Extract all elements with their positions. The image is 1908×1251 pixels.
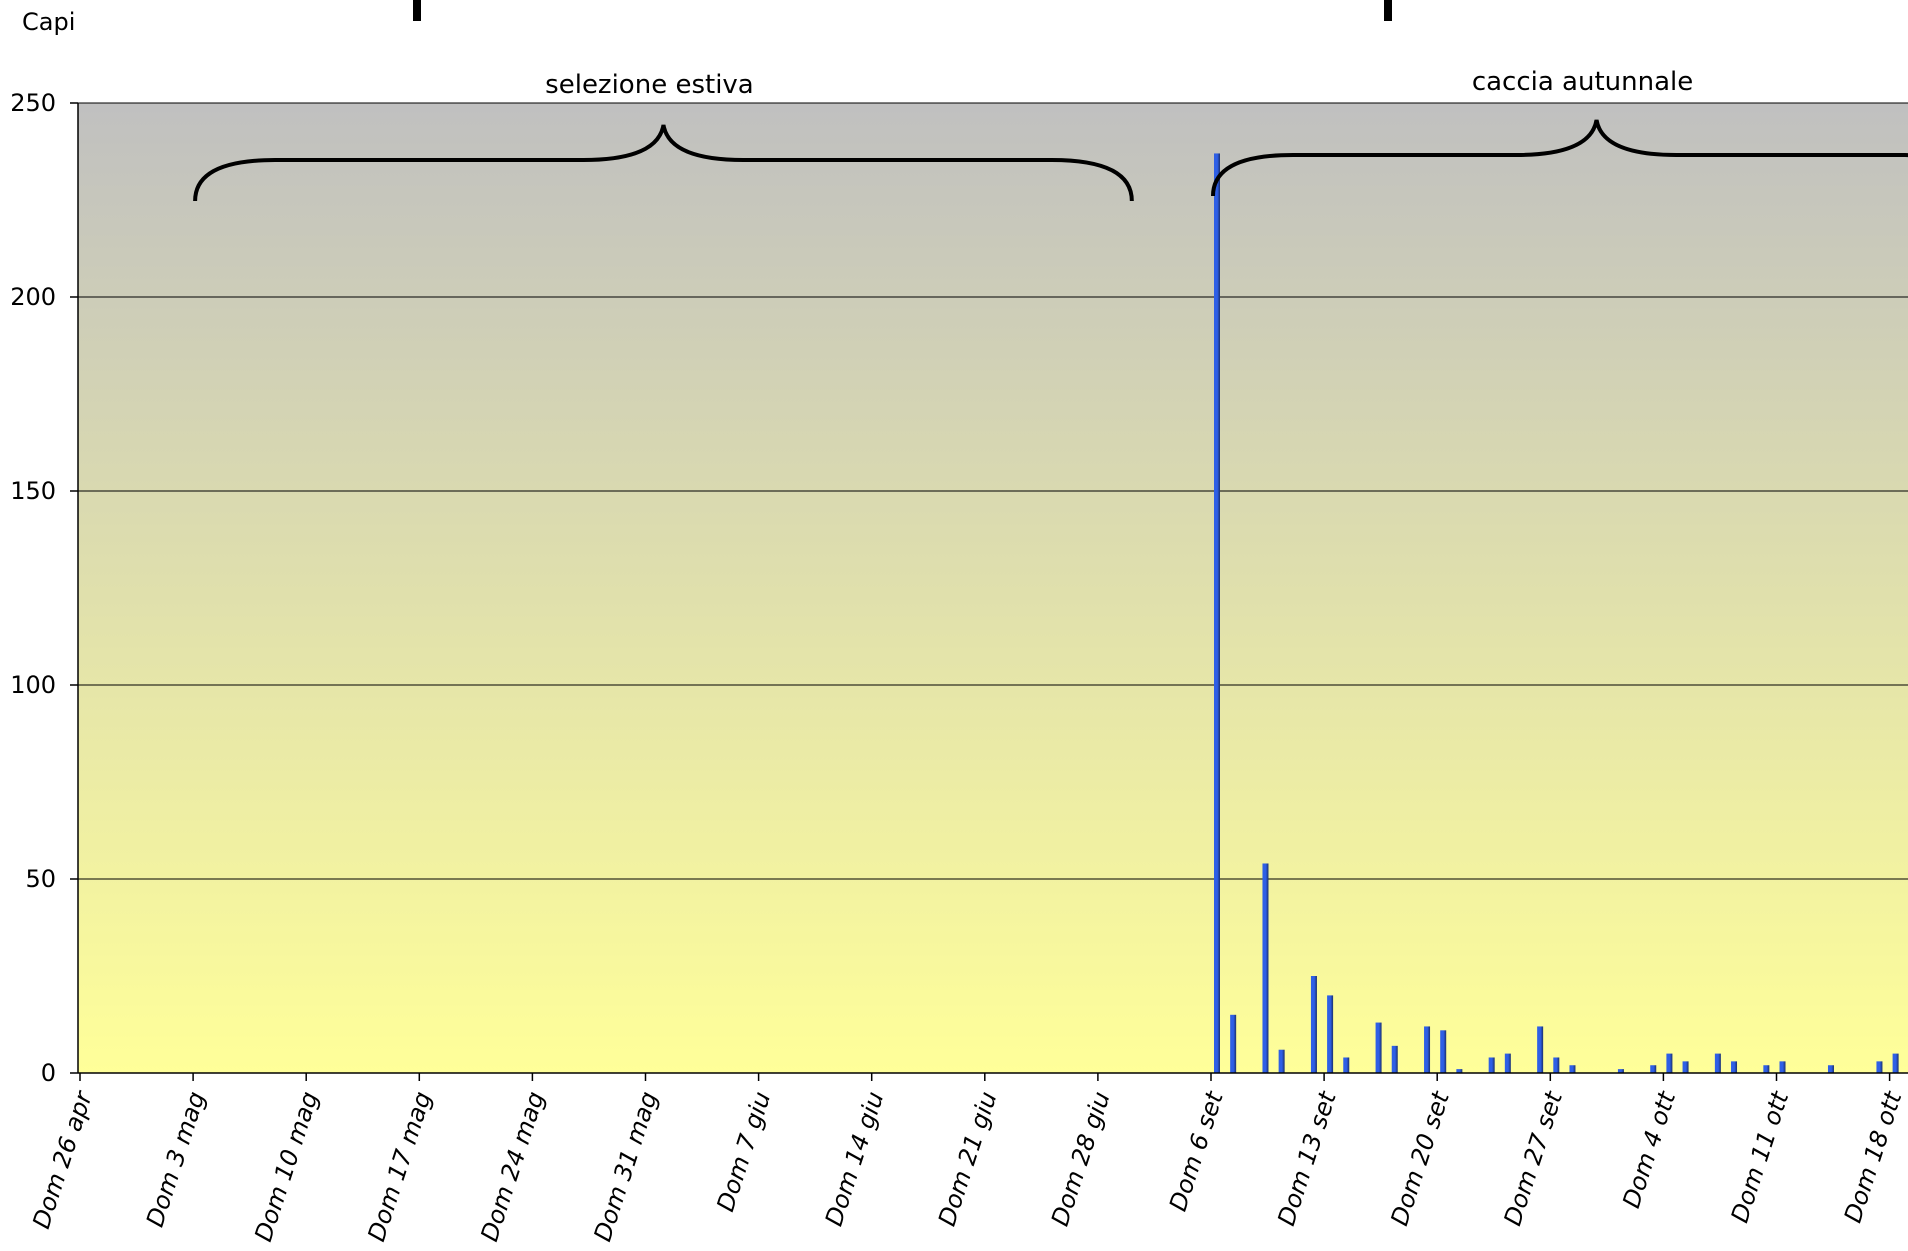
y-tick-label: 250 [10, 89, 56, 117]
annotations: selezione estiva caccia autunnale [193, 67, 1908, 202]
bar [1779, 1061, 1786, 1073]
x-tick-label: Dom 28 giu [1046, 1088, 1116, 1229]
y-tick-label: 100 [10, 671, 56, 699]
bar [1537, 1026, 1544, 1073]
x-tick-label: Dom 6 set [1164, 1087, 1229, 1215]
bar [1424, 1026, 1431, 1073]
bar [1876, 1061, 1883, 1073]
x-tick-label: Dom 17 mag [362, 1088, 437, 1245]
annotation-brace [1211, 119, 1908, 197]
x-tick-label: Dom 11 ott [1726, 1087, 1795, 1226]
bar [1504, 1053, 1511, 1073]
x-tick-label: Dom 13 set [1272, 1087, 1342, 1229]
x-tick-label: Dom 7 giu [711, 1088, 776, 1215]
bar [1343, 1057, 1350, 1073]
x-tick-label: Dom 10 mag [249, 1088, 324, 1245]
x-tick-label: Dom 31 mag [588, 1088, 663, 1245]
bar [1262, 863, 1269, 1073]
bar [1827, 1065, 1834, 1073]
bar [1456, 1069, 1463, 1073]
bar [1569, 1065, 1576, 1073]
x-tick-label: Dom 20 set [1385, 1087, 1455, 1229]
x-tick-label: Dom 4 ott [1617, 1087, 1681, 1212]
bar [1617, 1069, 1624, 1073]
x-tick-label: Dom 24 mag [475, 1088, 550, 1245]
y-tick-label: 0 [41, 1059, 56, 1087]
plot-background [78, 103, 1908, 1073]
x-tick-label: Dom 3 mag [141, 1088, 211, 1230]
y-axis-ticks: 0 50 100 150 200 250 [10, 89, 78, 1087]
bar [1731, 1061, 1738, 1073]
bar [1391, 1045, 1398, 1073]
x-tick-label: Dom 21 giu [933, 1088, 1003, 1229]
bar [1714, 1053, 1721, 1073]
x-tick-label: Dom 18 ott [1839, 1087, 1908, 1226]
bars [1214, 153, 1899, 1073]
bar [1488, 1057, 1495, 1073]
y-tick-label: 50 [25, 865, 56, 893]
annotation-brace [193, 124, 1134, 202]
cropped-mark-right [1384, 0, 1392, 21]
bar [1440, 1030, 1447, 1073]
bar [1375, 1022, 1382, 1073]
x-tick-label: Dom 14 giu [820, 1088, 890, 1229]
bar [1214, 153, 1220, 1073]
x-axis-ticks: Dom 26 apr Dom 3 mag Dom 10 mag Dom 17 mag D… [27, 1073, 1908, 1245]
bar [1310, 976, 1317, 1073]
bar [1230, 1014, 1237, 1073]
cropped-mark-left [413, 0, 421, 21]
gridlines [78, 102, 1908, 880]
y-axis-label: Capi [22, 8, 75, 36]
y-tick-label: 200 [10, 283, 56, 311]
bar [1666, 1053, 1673, 1073]
bar [1553, 1057, 1560, 1073]
x-tick-label: Dom 27 set [1498, 1087, 1568, 1229]
bar [1278, 1049, 1285, 1073]
annotation-label: caccia autunnale [1472, 67, 1693, 97]
annotation-label: selezione estiva [545, 70, 754, 100]
bar [1327, 995, 1334, 1073]
bar [1892, 1053, 1899, 1073]
bar [1763, 1065, 1770, 1073]
bar [1650, 1065, 1657, 1073]
x-tick-label: Dom 26 apr [27, 1086, 98, 1232]
bar [1682, 1061, 1689, 1073]
y-tick-label: 150 [10, 477, 56, 505]
